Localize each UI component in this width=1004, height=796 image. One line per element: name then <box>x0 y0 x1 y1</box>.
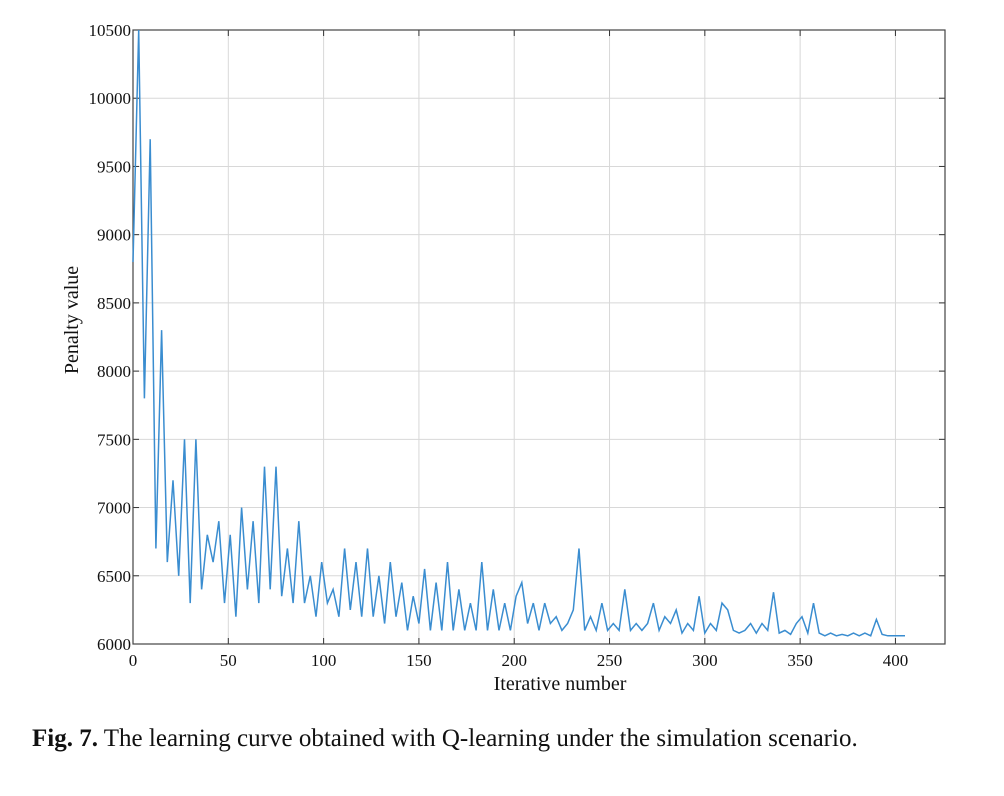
caption-label: Fig. 7. <box>32 725 98 752</box>
x-axis-label: Iterative number <box>494 673 627 695</box>
x-tick-label: 200 <box>501 651 527 670</box>
y-tick-label: 6500 <box>97 567 131 586</box>
x-tick-label: 400 <box>883 651 909 670</box>
x-tick-label: 0 <box>129 651 138 670</box>
caption: Fig. 7. The learning curve obtained with… <box>32 722 976 756</box>
y-axis-label: Penalty value <box>61 266 83 374</box>
x-tick-label: 150 <box>406 651 432 670</box>
y-tick-label: 8000 <box>97 362 131 381</box>
y-tick-label: 7500 <box>97 430 131 449</box>
y-tick-label: 6000 <box>97 635 131 654</box>
x-tick-label: 350 <box>787 651 813 670</box>
y-tick-label: 8500 <box>97 294 131 313</box>
x-tick-label: 50 <box>220 651 237 670</box>
x-tick-label: 100 <box>311 651 337 670</box>
plot-frame <box>132 29 946 645</box>
y-tick-label: 7000 <box>97 499 131 518</box>
caption-text: The learning curve obtained with Q-learn… <box>103 725 858 752</box>
chart: Iterative number Penalty value 6000 6500 7… <box>61 21 946 695</box>
y-tick-label: 10500 <box>89 21 132 40</box>
y-tick-label: 10000 <box>89 89 132 108</box>
x-tick-label: 250 <box>597 651 623 670</box>
x-tick-label: 300 <box>692 651 718 670</box>
y-tick-label: 9500 <box>97 157 131 176</box>
line-series <box>132 29 905 637</box>
y-tick-label: 9000 <box>97 226 131 245</box>
